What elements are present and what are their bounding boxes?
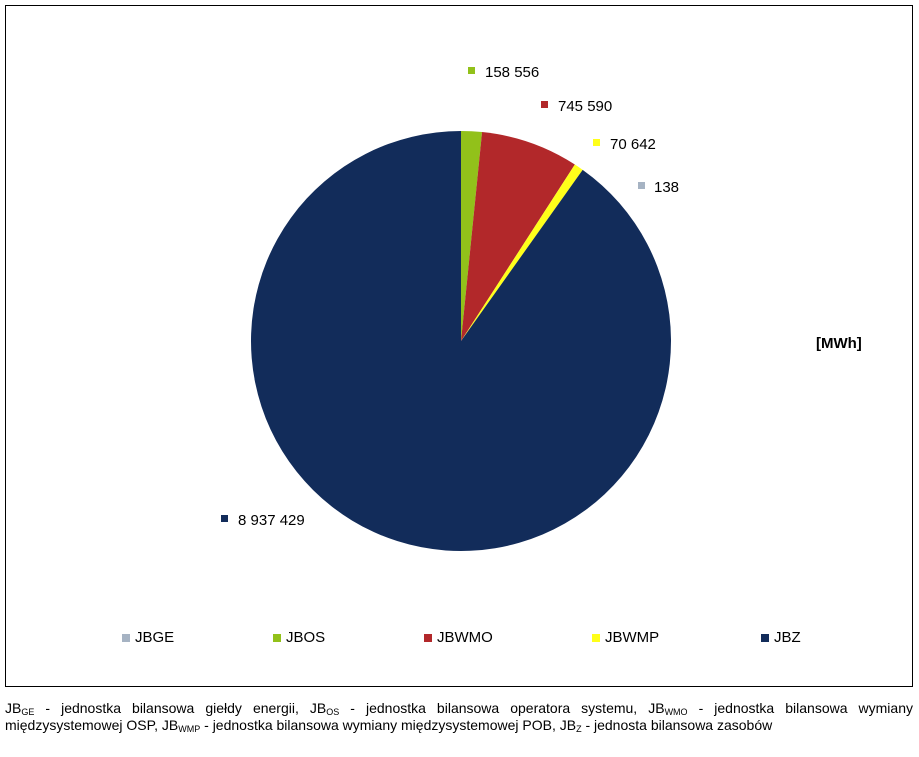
data-label-swatch-jbz (221, 515, 228, 522)
data-label-jbz: 8 937 429 (238, 512, 305, 529)
data-label-swatch-jbwmo (541, 101, 548, 108)
data-label-jbge: 138 (654, 179, 679, 196)
caption-text: - jednostka bilansowa wymiany międzysyst… (5, 700, 913, 733)
legend-label-jbge: JBGE (135, 629, 175, 646)
legend-label-jbwmo: JBWMO (437, 629, 493, 646)
caption-text: JB (5, 700, 22, 716)
legend-item-jbge: JBGE (122, 629, 174, 646)
pie-slice-jbwmo (461, 132, 575, 341)
caption-text: - jednosta bilansowa zasobów (581, 717, 773, 733)
legend-item-jbz: JBZ (761, 629, 801, 646)
data-label-jbos: 158 556 (485, 64, 539, 81)
pie-chart: 158 556 745 590 70 642 138 8 937 429 (221, 64, 679, 551)
legend-swatch-jbwmo (424, 633, 432, 642)
data-label-swatch-jbwmp (593, 139, 600, 146)
legend-item-jbos: JBOS (273, 629, 325, 646)
unit-label: [MWh] (816, 335, 862, 352)
legend-item-jbwmp: JBWMP (592, 629, 659, 646)
caption-subscript: WMO (664, 707, 688, 717)
data-labels: 158 556 745 590 70 642 138 8 937 429 (221, 64, 679, 529)
legend-swatch-jbos (273, 633, 281, 642)
chart-frame: 158 556 745 590 70 642 138 8 937 429 [MWh] J… (5, 5, 913, 687)
legend: JBGE JBOS JBWMO JBWMP JBZ (6, 629, 914, 653)
data-label-swatch-jbge (638, 182, 645, 189)
caption: JBGE - jednostka bilansowa giełdy energi… (5, 700, 913, 734)
caption-subscript: OS (326, 707, 340, 717)
legend-swatch-jbge (122, 633, 130, 642)
legend-label-jbz: JBZ (774, 629, 801, 646)
pie-slice-jbz (250, 131, 671, 551)
pie-slices (250, 131, 671, 551)
legend-label-jbos: JBOS (286, 629, 326, 646)
data-label-jbwmp: 70 642 (610, 136, 656, 153)
data-label-swatch-jbos (468, 67, 475, 74)
legend-item-jbwmo: JBWMO (424, 629, 493, 646)
pie-slice-jbos (461, 131, 483, 341)
caption-text: - jednostka bilansowa giełdy energii, JB (34, 700, 327, 716)
data-label-jbwmo: 745 590 (558, 98, 612, 115)
caption-subscript: Z (576, 724, 582, 734)
caption-text: - jednostka bilansowa operatora systemu,… (339, 700, 665, 716)
caption-text: - jednostka bilansowa wymiany międzysyst… (200, 717, 577, 733)
caption-subscript: WMP (178, 724, 201, 734)
legend-swatch-jbwmp (592, 633, 600, 642)
caption-subscript: GE (21, 707, 35, 717)
legend-label-jbwmp: JBWMP (605, 629, 660, 646)
pie-slice-jbwmp (461, 164, 583, 341)
legend-swatch-jbz (761, 633, 769, 642)
pie-slice-jbge (461, 169, 583, 341)
